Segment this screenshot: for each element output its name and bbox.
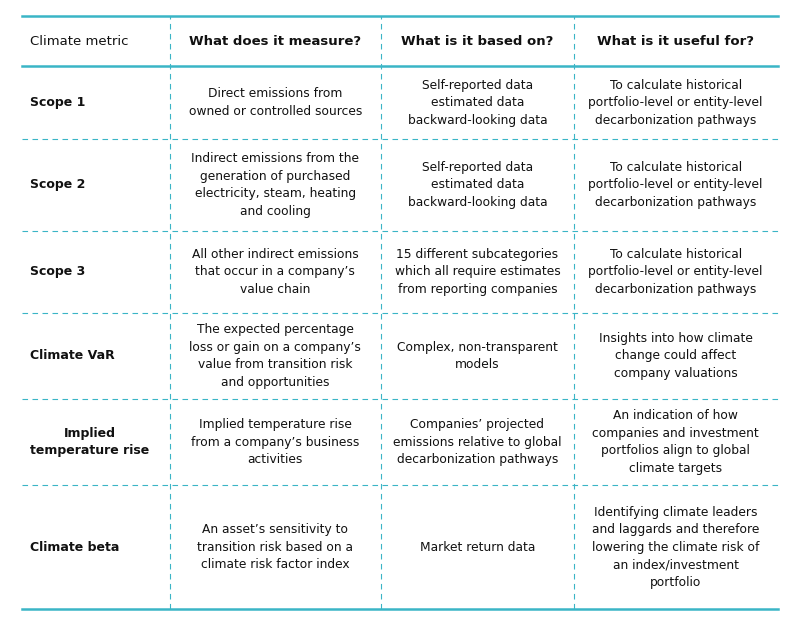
Text: Market return data: Market return data — [420, 541, 535, 554]
Text: What does it measure?: What does it measure? — [190, 34, 362, 48]
Text: What is it useful for?: What is it useful for? — [597, 34, 754, 48]
Text: Scope 2: Scope 2 — [30, 178, 86, 191]
Text: 15 different subcategories
which all require estimates
from reporting companies: 15 different subcategories which all req… — [394, 248, 560, 296]
Text: To calculate historical
portfolio-level or entity-level
decarbonization pathways: To calculate historical portfolio-level … — [589, 79, 763, 127]
Text: The expected percentage
loss or gain on a company’s
value from transition risk
a: The expected percentage loss or gain on … — [190, 323, 362, 389]
Text: To calculate historical
portfolio-level or entity-level
decarbonization pathways: To calculate historical portfolio-level … — [589, 248, 763, 296]
Text: Indirect emissions from the
generation of purchased
electricity, steam, heating
: Indirect emissions from the generation o… — [191, 152, 359, 218]
Text: Climate VaR: Climate VaR — [30, 349, 115, 362]
Text: Insights into how climate
change could affect
company valuations: Insights into how climate change could a… — [598, 332, 753, 380]
Text: Scope 3: Scope 3 — [30, 266, 86, 278]
Text: To calculate historical
portfolio-level or entity-level
decarbonization pathways: To calculate historical portfolio-level … — [589, 161, 763, 209]
Text: Self-reported data
estimated data
backward-looking data: Self-reported data estimated data backwa… — [407, 79, 547, 127]
Text: Complex, non-transparent
models: Complex, non-transparent models — [397, 341, 558, 371]
Text: All other indirect emissions
that occur in a company’s
value chain: All other indirect emissions that occur … — [192, 248, 358, 296]
Text: Direct emissions from
owned or controlled sources: Direct emissions from owned or controlle… — [189, 88, 362, 118]
Text: An asset’s sensitivity to
transition risk based on a
climate risk factor index: An asset’s sensitivity to transition ris… — [198, 523, 354, 571]
Text: Self-reported data
estimated data
backward-looking data: Self-reported data estimated data backwa… — [407, 161, 547, 209]
Text: Scope 1: Scope 1 — [30, 96, 86, 109]
Text: Identifying climate leaders
and laggards and therefore
lowering the climate risk: Identifying climate leaders and laggards… — [592, 506, 759, 589]
Text: Climate beta: Climate beta — [30, 541, 120, 554]
Text: Implied
temperature rise: Implied temperature rise — [30, 427, 150, 458]
Text: Companies’ projected
emissions relative to global
decarbonization pathways: Companies’ projected emissions relative … — [393, 418, 562, 466]
Text: Climate metric: Climate metric — [30, 34, 129, 48]
Text: An indication of how
companies and investment
portfolios align to global
climate: An indication of how companies and inves… — [592, 409, 759, 475]
Text: What is it based on?: What is it based on? — [402, 34, 554, 48]
Text: Implied temperature rise
from a company’s business
activities: Implied temperature rise from a company’… — [191, 418, 359, 466]
